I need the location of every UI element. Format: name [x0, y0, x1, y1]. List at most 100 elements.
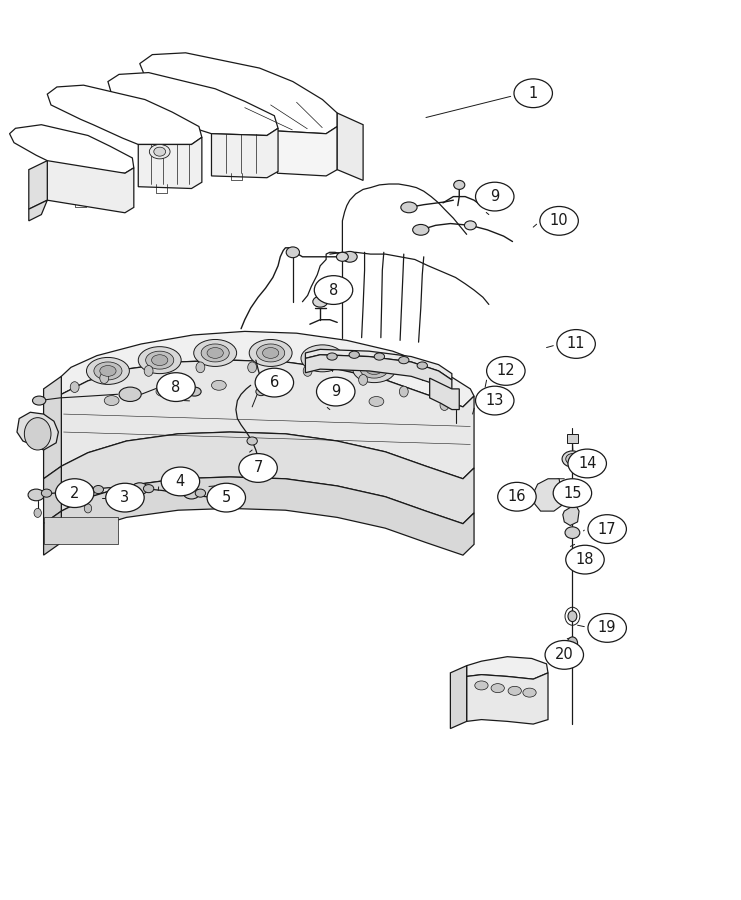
Text: 2: 2 — [70, 486, 79, 500]
Text: 9: 9 — [331, 384, 340, 399]
Ellipse shape — [314, 353, 330, 364]
Ellipse shape — [100, 365, 116, 376]
Circle shape — [440, 400, 449, 410]
Ellipse shape — [139, 346, 181, 374]
Ellipse shape — [249, 339, 292, 366]
Polygon shape — [62, 360, 474, 479]
Ellipse shape — [566, 545, 604, 574]
Ellipse shape — [491, 684, 505, 693]
Polygon shape — [47, 86, 202, 145]
Ellipse shape — [514, 79, 553, 108]
Ellipse shape — [557, 329, 595, 358]
Ellipse shape — [154, 148, 166, 157]
Ellipse shape — [262, 347, 279, 358]
Ellipse shape — [33, 396, 46, 405]
Ellipse shape — [152, 355, 168, 365]
Circle shape — [34, 508, 41, 518]
Ellipse shape — [369, 397, 384, 407]
Polygon shape — [140, 53, 337, 134]
Ellipse shape — [104, 396, 119, 406]
Polygon shape — [17, 412, 59, 450]
Ellipse shape — [255, 368, 293, 397]
Text: 4: 4 — [176, 474, 185, 489]
Ellipse shape — [207, 483, 245, 512]
Circle shape — [24, 418, 51, 450]
Ellipse shape — [239, 454, 277, 482]
Text: 8: 8 — [329, 283, 338, 298]
Ellipse shape — [247, 437, 257, 446]
Ellipse shape — [301, 345, 344, 372]
Polygon shape — [467, 657, 548, 680]
Ellipse shape — [162, 467, 199, 496]
Text: 10: 10 — [550, 213, 568, 229]
Ellipse shape — [523, 688, 536, 698]
Polygon shape — [535, 479, 562, 511]
Polygon shape — [211, 129, 278, 177]
Ellipse shape — [417, 362, 428, 369]
Text: 8: 8 — [171, 380, 181, 394]
Polygon shape — [44, 466, 62, 524]
Ellipse shape — [94, 362, 122, 380]
Circle shape — [144, 365, 153, 376]
Ellipse shape — [211, 381, 226, 391]
Ellipse shape — [187, 387, 201, 396]
Ellipse shape — [545, 641, 583, 670]
Polygon shape — [467, 673, 548, 725]
Ellipse shape — [28, 489, 44, 500]
Ellipse shape — [308, 349, 336, 367]
Text: 20: 20 — [555, 647, 574, 662]
Text: 11: 11 — [567, 337, 585, 352]
Polygon shape — [47, 160, 134, 212]
Polygon shape — [29, 160, 47, 209]
Polygon shape — [563, 506, 579, 526]
Text: 14: 14 — [578, 456, 597, 471]
Ellipse shape — [201, 344, 229, 362]
Ellipse shape — [286, 247, 299, 257]
Ellipse shape — [540, 206, 578, 235]
Ellipse shape — [465, 220, 476, 230]
Text: 7: 7 — [253, 461, 263, 475]
Ellipse shape — [566, 454, 579, 464]
Ellipse shape — [453, 180, 465, 189]
Ellipse shape — [256, 344, 285, 362]
Ellipse shape — [498, 482, 536, 511]
Polygon shape — [29, 200, 47, 220]
Circle shape — [399, 386, 408, 397]
Polygon shape — [108, 73, 278, 136]
Ellipse shape — [413, 224, 429, 235]
Ellipse shape — [568, 449, 606, 478]
Ellipse shape — [106, 483, 144, 512]
Polygon shape — [430, 378, 459, 410]
Polygon shape — [451, 666, 467, 729]
Ellipse shape — [87, 357, 130, 384]
Ellipse shape — [313, 296, 328, 307]
Circle shape — [100, 373, 109, 383]
Ellipse shape — [314, 275, 353, 304]
Text: 5: 5 — [222, 491, 231, 505]
Circle shape — [196, 362, 205, 373]
Bar — [568, 434, 577, 443]
Text: 15: 15 — [563, 486, 582, 500]
Ellipse shape — [353, 356, 396, 382]
Text: 9: 9 — [490, 189, 499, 204]
Text: 13: 13 — [485, 393, 504, 408]
Polygon shape — [62, 331, 474, 407]
Ellipse shape — [360, 360, 388, 378]
Text: 6: 6 — [270, 375, 279, 390]
Ellipse shape — [327, 353, 337, 360]
Ellipse shape — [401, 202, 417, 212]
Circle shape — [359, 374, 368, 385]
Ellipse shape — [267, 381, 282, 391]
Polygon shape — [44, 511, 62, 555]
Ellipse shape — [41, 489, 52, 497]
Ellipse shape — [562, 451, 582, 467]
Polygon shape — [44, 376, 62, 479]
Ellipse shape — [93, 485, 104, 493]
Text: 18: 18 — [576, 552, 594, 567]
Polygon shape — [305, 349, 452, 380]
Polygon shape — [139, 138, 202, 188]
Ellipse shape — [150, 145, 170, 158]
Circle shape — [568, 637, 577, 650]
Polygon shape — [305, 355, 452, 394]
Ellipse shape — [588, 515, 626, 544]
